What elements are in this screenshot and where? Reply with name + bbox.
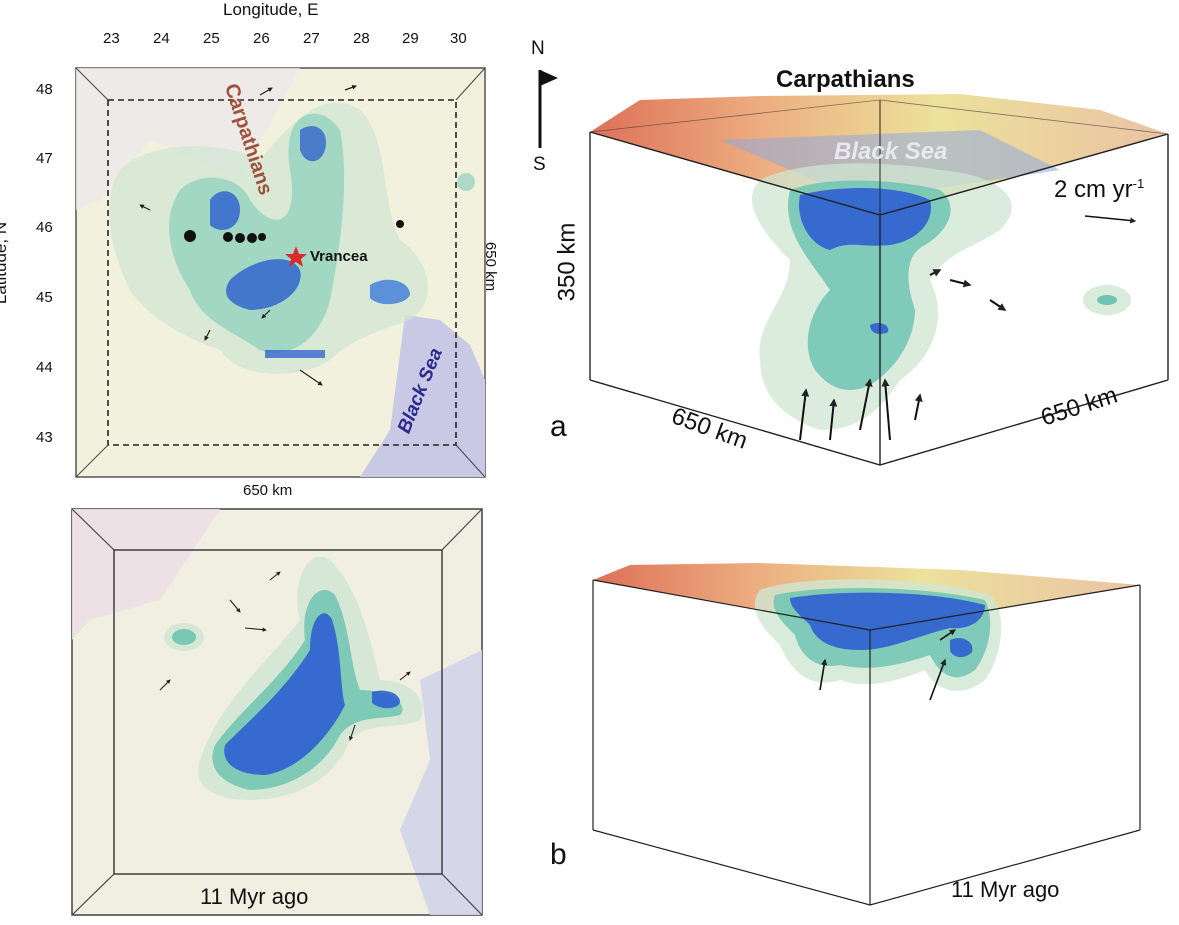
block-a-velocity-arrows xyxy=(799,269,1007,441)
bottom-map-inner-box xyxy=(113,549,443,875)
lat-tick-46: 46 xyxy=(36,219,53,236)
lon-tick-28: 28 xyxy=(353,30,370,47)
block-a-box xyxy=(589,100,1169,466)
vrancea-star-icon xyxy=(285,246,307,267)
block-a-depth-label: 350 km xyxy=(553,222,581,302)
block-b-velocity-arrows xyxy=(819,629,957,701)
bottom-core-anomaly-2 xyxy=(372,690,400,709)
black-sea-area xyxy=(360,315,485,477)
bottom-core-anomaly xyxy=(224,613,345,775)
vrancea-label: Vrancea xyxy=(310,248,368,265)
lon-tick-30: 30 xyxy=(450,30,467,47)
lon-tick-27: 27 xyxy=(303,30,320,47)
lon-tick-25: 25 xyxy=(203,30,220,47)
block-a-core-anomaly xyxy=(799,188,931,250)
core-anomaly-5 xyxy=(265,350,325,358)
bottom-map-relief xyxy=(72,509,220,640)
block-b-box xyxy=(592,579,1141,906)
lat-tick-48: 48 xyxy=(36,81,53,98)
core-anomaly-3 xyxy=(300,126,326,162)
panel-letter-a: a xyxy=(550,410,567,443)
core-anomaly-1 xyxy=(210,191,240,230)
core-anomaly-2 xyxy=(226,259,301,310)
small-anomaly xyxy=(457,173,475,191)
lon-tick-26: 26 xyxy=(253,30,270,47)
velocity-scale-label: 2 cm yr-1 xyxy=(1054,176,1144,204)
lon-tick-24: 24 xyxy=(153,30,170,47)
velocity-scale-arrow xyxy=(1084,215,1137,224)
bottom-map-sea xyxy=(400,650,482,915)
lat-tick-47: 47 xyxy=(36,150,53,167)
block-a-sea-label: Black Sea xyxy=(834,138,948,165)
teal-anomaly xyxy=(169,113,345,353)
bottom-map-velocity-arrows xyxy=(159,571,411,741)
top-map-height-label: 650 km xyxy=(482,241,500,292)
block-b-core-anomaly xyxy=(790,592,985,650)
velocity-scale-exponent: -1 xyxy=(1132,176,1145,191)
lat-tick-45: 45 xyxy=(36,289,53,306)
lon-tick-29: 29 xyxy=(402,30,419,47)
lat-tick-44: 44 xyxy=(36,359,53,376)
block-b-3d-model xyxy=(592,563,1141,906)
top-map-panel xyxy=(75,67,486,478)
lat-tick-43: 43 xyxy=(36,429,53,446)
lon-tick-23: 23 xyxy=(103,30,120,47)
top-map-inner-box xyxy=(107,99,457,446)
south-label: S xyxy=(533,154,546,175)
velocity-scale-text: 2 cm yr xyxy=(1054,176,1133,203)
panel-letter-b: b xyxy=(550,838,567,871)
seismicity-markers xyxy=(184,220,404,243)
block-a-title: Carpathians xyxy=(776,66,915,93)
bottom-map-time-label: 11 Myr ago xyxy=(200,884,309,909)
top-map-relief-patch xyxy=(76,68,300,210)
latitude-axis-title: Latitude, N xyxy=(0,222,11,305)
top-map-velocity-arrows xyxy=(139,85,357,386)
block-b-time-label: 11 Myr ago xyxy=(951,877,1060,902)
top-map-width-label: 650 km xyxy=(243,482,293,499)
longitude-axis-title: Longitude, E xyxy=(223,0,319,19)
north-label: N xyxy=(531,38,545,59)
bottom-map-panel xyxy=(71,508,483,916)
core-anomaly-4 xyxy=(370,279,410,305)
block-a-3d-model xyxy=(538,70,1169,466)
